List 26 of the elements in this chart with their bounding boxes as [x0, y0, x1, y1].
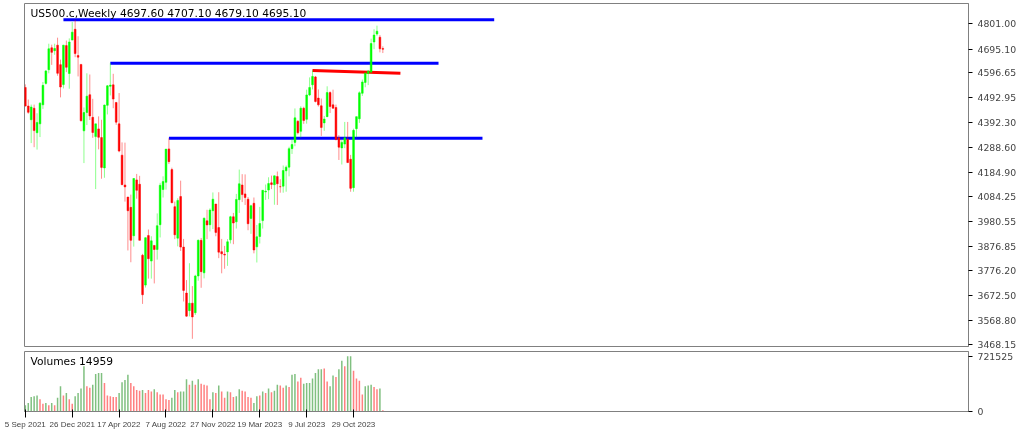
- y-tick-label: 4695.10: [977, 43, 1017, 55]
- y-tick-label: 4801.00: [977, 18, 1017, 30]
- y-tick-label: 4084.25: [977, 190, 1017, 202]
- x-tick-label: 17 Apr 2022: [97, 419, 142, 429]
- chart-title: US500.c,Weekly 4697.60 4707.10 4679.10 4695.10: [30, 6, 307, 20]
- y-tick-label: 3468.15: [977, 339, 1017, 351]
- y-tick-label: 0: [977, 406, 984, 417]
- y-tick-label: 4392.30: [977, 116, 1017, 128]
- y-tick-label: 3776.20: [977, 264, 1017, 276]
- y-tick-label: 3568.80: [977, 314, 1017, 326]
- chart-title: Volumes 14959: [30, 354, 114, 368]
- y-tick-label: 3876.85: [977, 240, 1017, 252]
- y-tick-label: 4492.95: [977, 92, 1017, 104]
- y-tick-label: 3980.55: [977, 215, 1017, 227]
- y-tick-label: 4288.60: [977, 141, 1017, 153]
- x-tick-label: 5 Sep 2021: [4, 419, 47, 429]
- y-tick-label: 3672.50: [977, 289, 1017, 301]
- x-tick-label: 26 Dec 2021: [49, 419, 96, 429]
- x-tick-label: 9 Jul 2023: [288, 419, 326, 429]
- x-tick-label: 7 Aug 2022: [145, 419, 187, 429]
- y-tick-label: 4184.90: [977, 166, 1017, 178]
- x-tick-label: 27 Nov 2022: [190, 419, 237, 429]
- y-tick-label: 721525: [977, 350, 1014, 362]
- x-tick-label: 19 Mar 2023: [237, 419, 283, 429]
- y-tick-label: 4596.65: [977, 67, 1017, 79]
- x-tick-label: 29 Oct 2023: [331, 419, 376, 429]
